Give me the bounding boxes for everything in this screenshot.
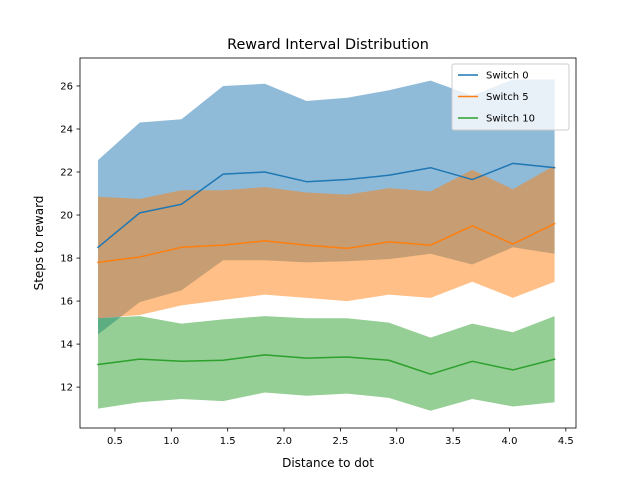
plot-frame: [79, 57, 577, 429]
x-tick-label: 2.0: [276, 436, 292, 447]
line-switch-5: [97, 222, 556, 264]
y-tick-label: 18: [60, 254, 73, 265]
x-tick-label: 3.5: [445, 436, 461, 447]
axes: 0.5 1.0 1.5 2.0 2.5 3.0 3.5 4.0 4.5 12 14 16 18 20 22 2…: [60, 57, 577, 447]
legend-box: [451, 63, 570, 131]
x-tick-label: 2.5: [332, 436, 348, 447]
x-tick-label: 1.0: [163, 436, 179, 447]
line-switch-10: [97, 354, 556, 375]
x-tick-label: 4.5: [558, 436, 574, 447]
series-lines: [96, 162, 556, 375]
y-tick-label: 14: [60, 340, 73, 351]
x-tick-label: 1.5: [220, 436, 236, 447]
y-tick-label: 20: [60, 211, 73, 222]
line-switch-0: [96, 162, 556, 249]
chart-title: Reward Interval Distribution: [227, 37, 429, 53]
confidence-bands: [98, 79, 555, 411]
legend-label-switch-10: Switch 10: [486, 114, 535, 125]
band-switch-10: [98, 316, 555, 411]
x-tick-label: 3.0: [389, 436, 405, 447]
band-switch-5: [98, 165, 555, 319]
legend-label-switch-0: Switch 0: [486, 71, 529, 82]
y-axis-label: Steps to reward: [32, 196, 46, 291]
x-tick-label: 0.5: [107, 436, 123, 447]
x-tick-label: 4.0: [502, 436, 518, 447]
legend: Switch 0 Switch 5 Switch 10: [451, 63, 570, 131]
y-tick-label: 22: [60, 168, 73, 179]
y-tick-label: 16: [60, 297, 73, 308]
y-tick-label: 24: [60, 125, 73, 136]
legend-label-switch-5: Switch 5: [486, 92, 529, 103]
y-tick-label: 26: [60, 82, 73, 93]
x-axis-label: Distance to dot: [282, 456, 374, 470]
y-tick-label: 12: [60, 383, 73, 394]
